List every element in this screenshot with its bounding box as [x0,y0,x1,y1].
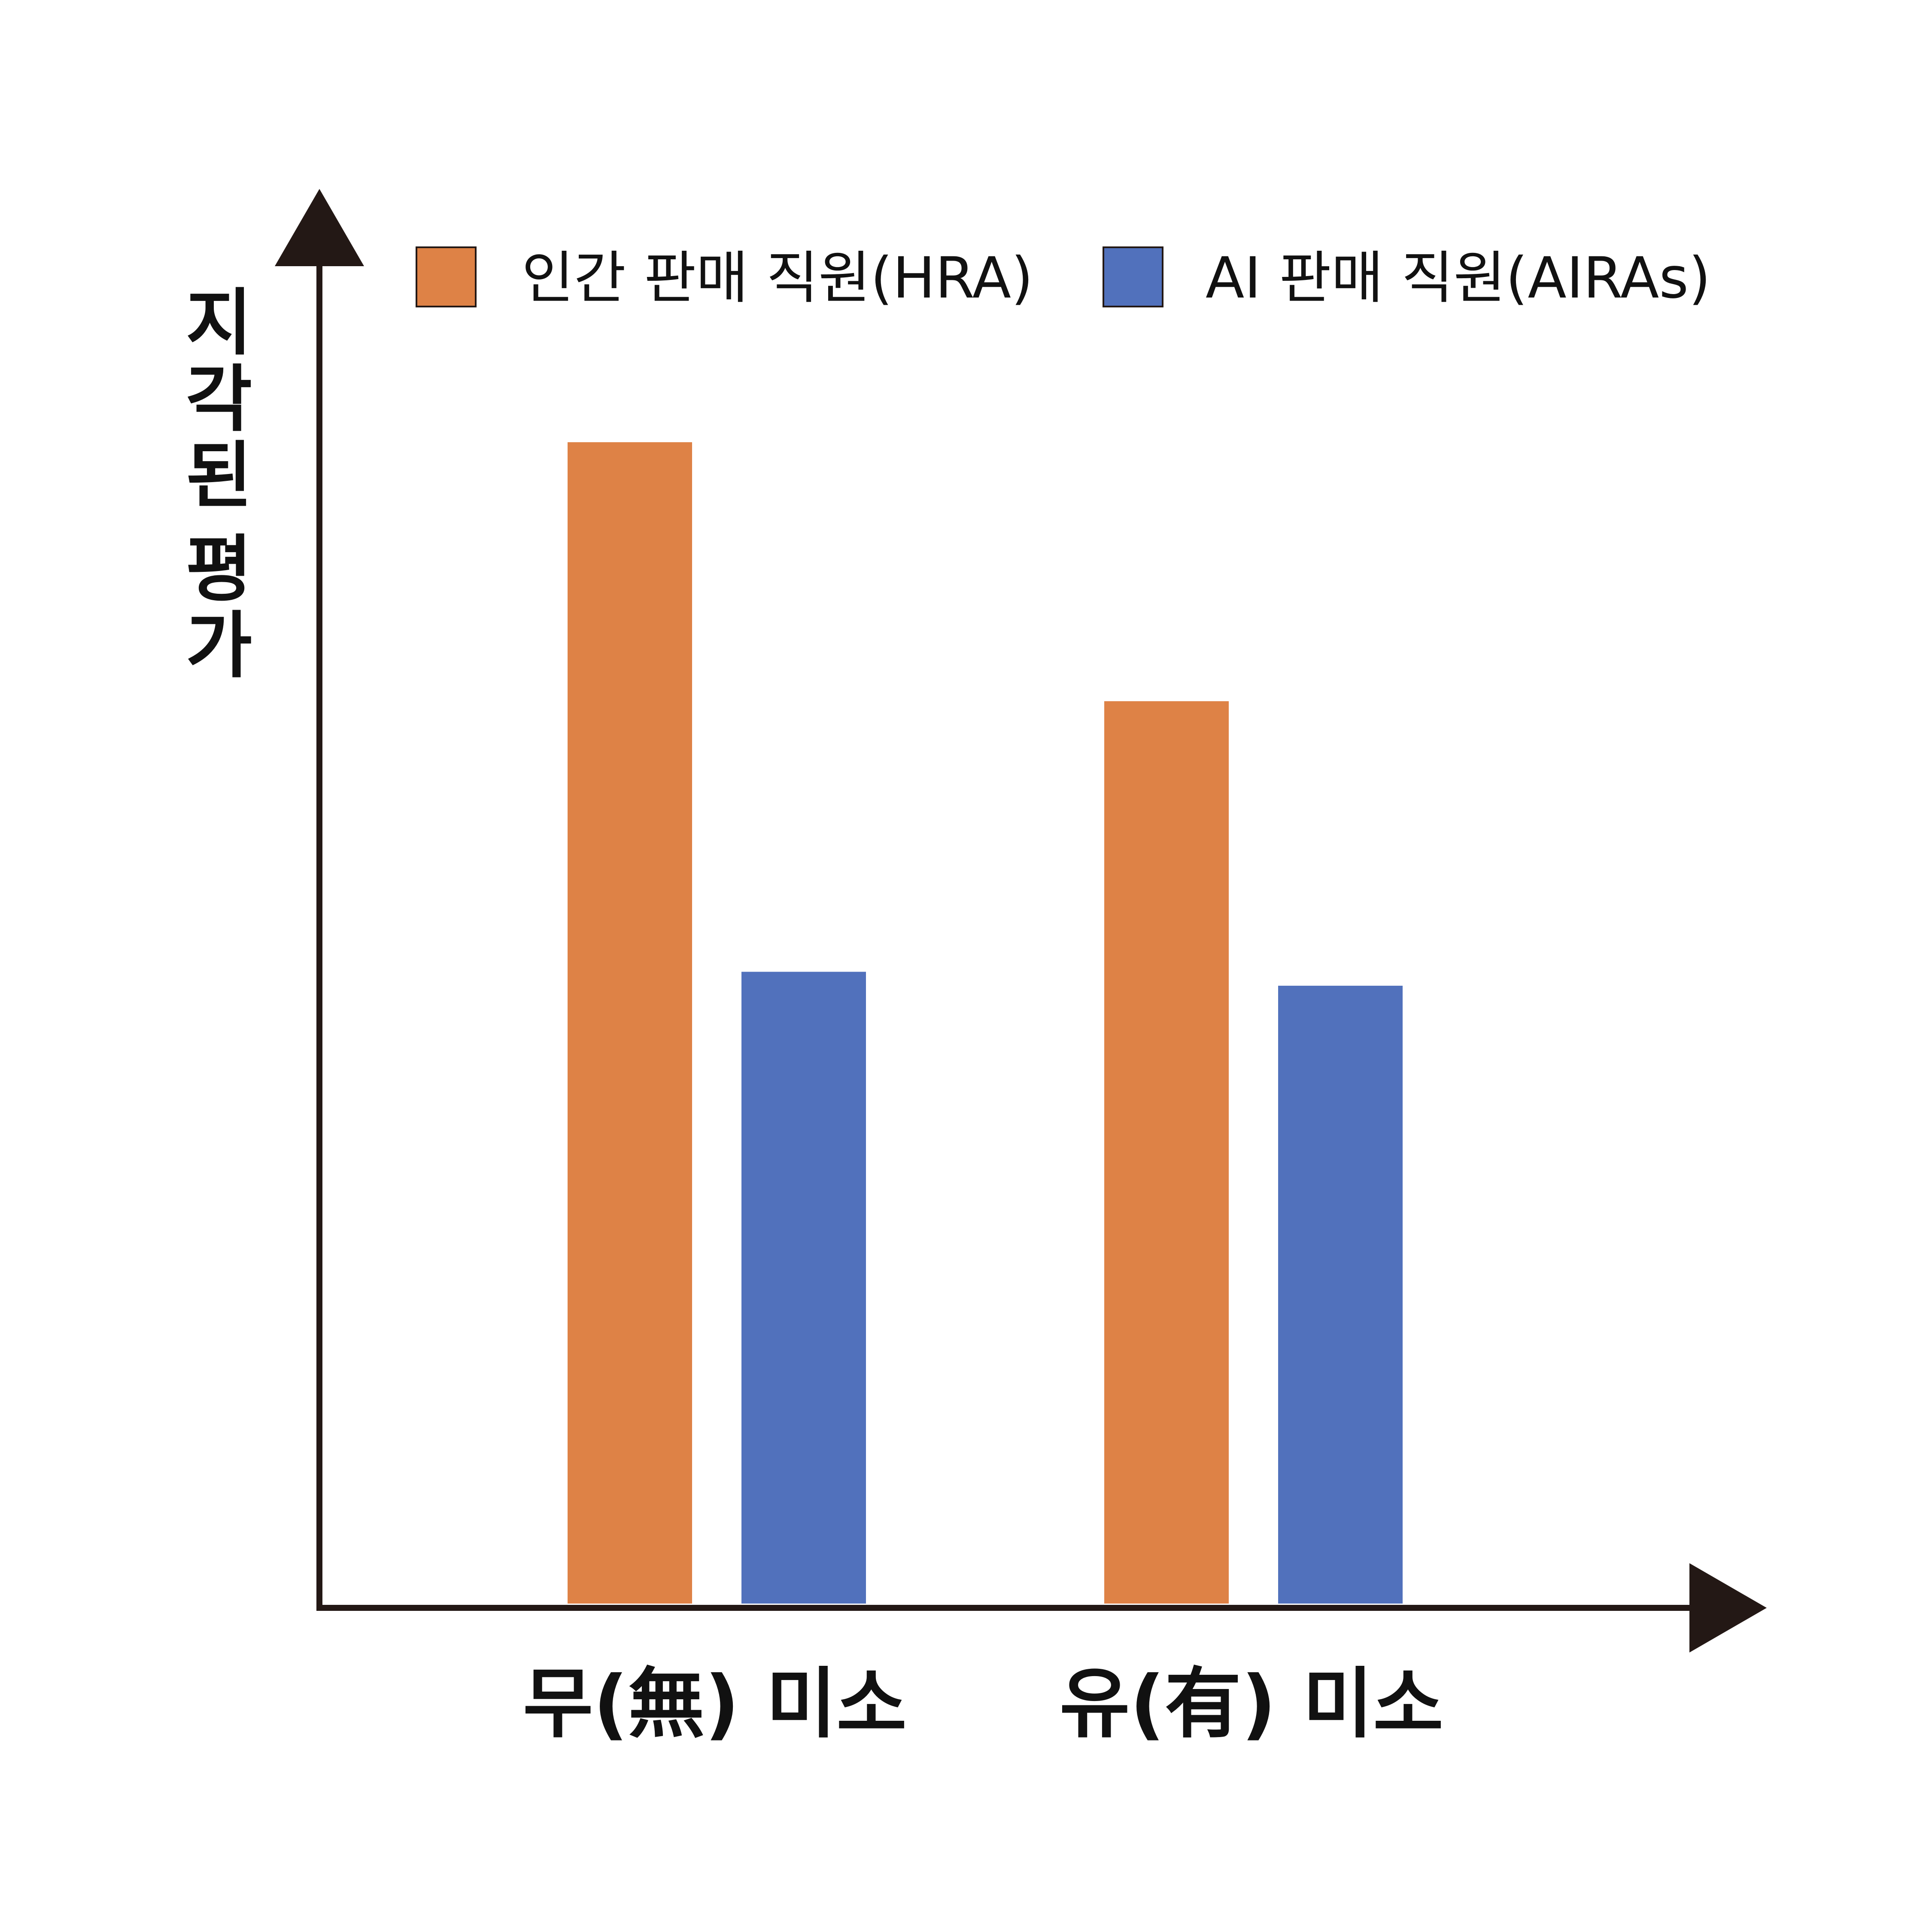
y-axis-arrow-icon [275,189,364,266]
category-labels: 무(無) 미소 유(有) 미소 [523,1659,1443,1748]
bar-hra-2 [1104,701,1229,1604]
category-label-1: 무(無) 미소 [523,1659,907,1748]
bar-airas-2 [1278,985,1403,1604]
legend-label-1: 인간 판매 직원(HRA) [522,245,1033,311]
bar-hra-1 [568,442,692,1604]
bar-airas-1 [741,972,866,1604]
category-label-2: 유(有) 미소 [1060,1659,1443,1748]
legend: 인간 판매 직원(HRA) AI 판매 직원(AIRAs) [416,245,1711,311]
legend-swatch-1 [416,246,477,307]
bars [568,442,1403,1604]
legend-label-2: AI 판매 직원(AIRAs) [1206,245,1711,311]
legend-swatch-2 [1103,246,1163,307]
x-axis-arrow-icon [1689,1563,1767,1653]
